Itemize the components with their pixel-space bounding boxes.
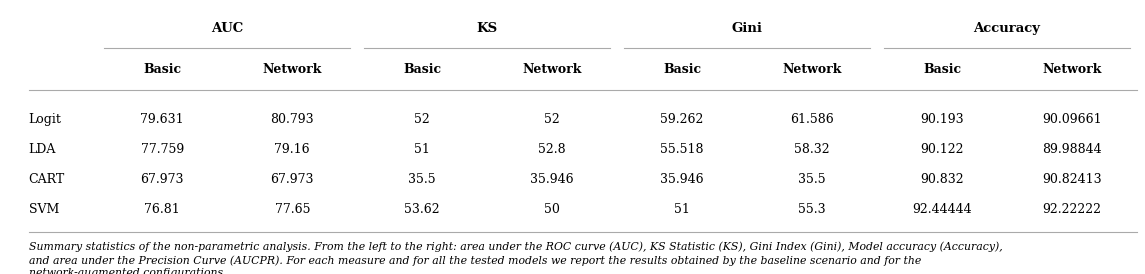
- Text: Basic: Basic: [923, 63, 961, 76]
- Text: 90.832: 90.832: [921, 173, 964, 186]
- Text: and area under the Precision Curve (AUCPR). For each measure and for all the tes: and area under the Precision Curve (AUCP…: [29, 255, 921, 266]
- Text: 52.8: 52.8: [538, 143, 566, 156]
- Text: 80.793: 80.793: [270, 113, 314, 126]
- Text: 35.946: 35.946: [661, 173, 704, 186]
- Text: 35.5: 35.5: [409, 173, 436, 186]
- Text: SVM: SVM: [29, 203, 60, 216]
- Text: 90.122: 90.122: [921, 143, 964, 156]
- Text: 79.631: 79.631: [141, 113, 184, 126]
- Text: Summary statistics of the non-parametric analysis. From the left to the right: a: Summary statistics of the non-parametric…: [29, 242, 1002, 252]
- Text: Basic: Basic: [663, 63, 701, 76]
- Text: Network: Network: [1042, 63, 1101, 76]
- Text: Network: Network: [262, 63, 322, 76]
- Text: 77.65: 77.65: [275, 203, 310, 216]
- Text: 51: 51: [674, 203, 690, 216]
- Text: 92.22222: 92.22222: [1042, 203, 1101, 216]
- Text: 55.3: 55.3: [798, 203, 826, 216]
- Text: 77.759: 77.759: [141, 143, 184, 156]
- Text: AUC: AUC: [211, 22, 244, 35]
- Text: Network: Network: [522, 63, 582, 76]
- Text: 92.44444: 92.44444: [913, 203, 972, 216]
- Text: CART: CART: [29, 173, 65, 186]
- Text: Network: Network: [782, 63, 842, 76]
- Text: 52: 52: [544, 113, 560, 126]
- Text: 67.973: 67.973: [141, 173, 184, 186]
- Text: 51: 51: [414, 143, 431, 156]
- Text: 58.32: 58.32: [795, 143, 830, 156]
- Text: 35.946: 35.946: [530, 173, 574, 186]
- Text: 50: 50: [544, 203, 560, 216]
- Text: Basic: Basic: [403, 63, 441, 76]
- Text: 53.62: 53.62: [404, 203, 440, 216]
- Text: 59.262: 59.262: [661, 113, 704, 126]
- Text: 90.82413: 90.82413: [1042, 173, 1101, 186]
- Text: Accuracy: Accuracy: [973, 22, 1041, 35]
- Text: 76.81: 76.81: [144, 203, 180, 216]
- Text: KS: KS: [476, 22, 498, 35]
- Text: 52: 52: [414, 113, 431, 126]
- Text: Basic: Basic: [143, 63, 181, 76]
- Text: 89.98844: 89.98844: [1042, 143, 1101, 156]
- Text: 55.518: 55.518: [661, 143, 704, 156]
- Text: 90.193: 90.193: [921, 113, 964, 126]
- Text: 67.973: 67.973: [270, 173, 314, 186]
- Text: 90.09661: 90.09661: [1042, 113, 1101, 126]
- Text: network-augmented configurations.: network-augmented configurations.: [29, 268, 227, 274]
- Text: 79.16: 79.16: [275, 143, 310, 156]
- Text: 61.586: 61.586: [790, 113, 834, 126]
- Text: Gini: Gini: [732, 22, 763, 35]
- Text: 35.5: 35.5: [798, 173, 826, 186]
- Text: LDA: LDA: [29, 143, 56, 156]
- Text: Logit: Logit: [29, 113, 62, 126]
